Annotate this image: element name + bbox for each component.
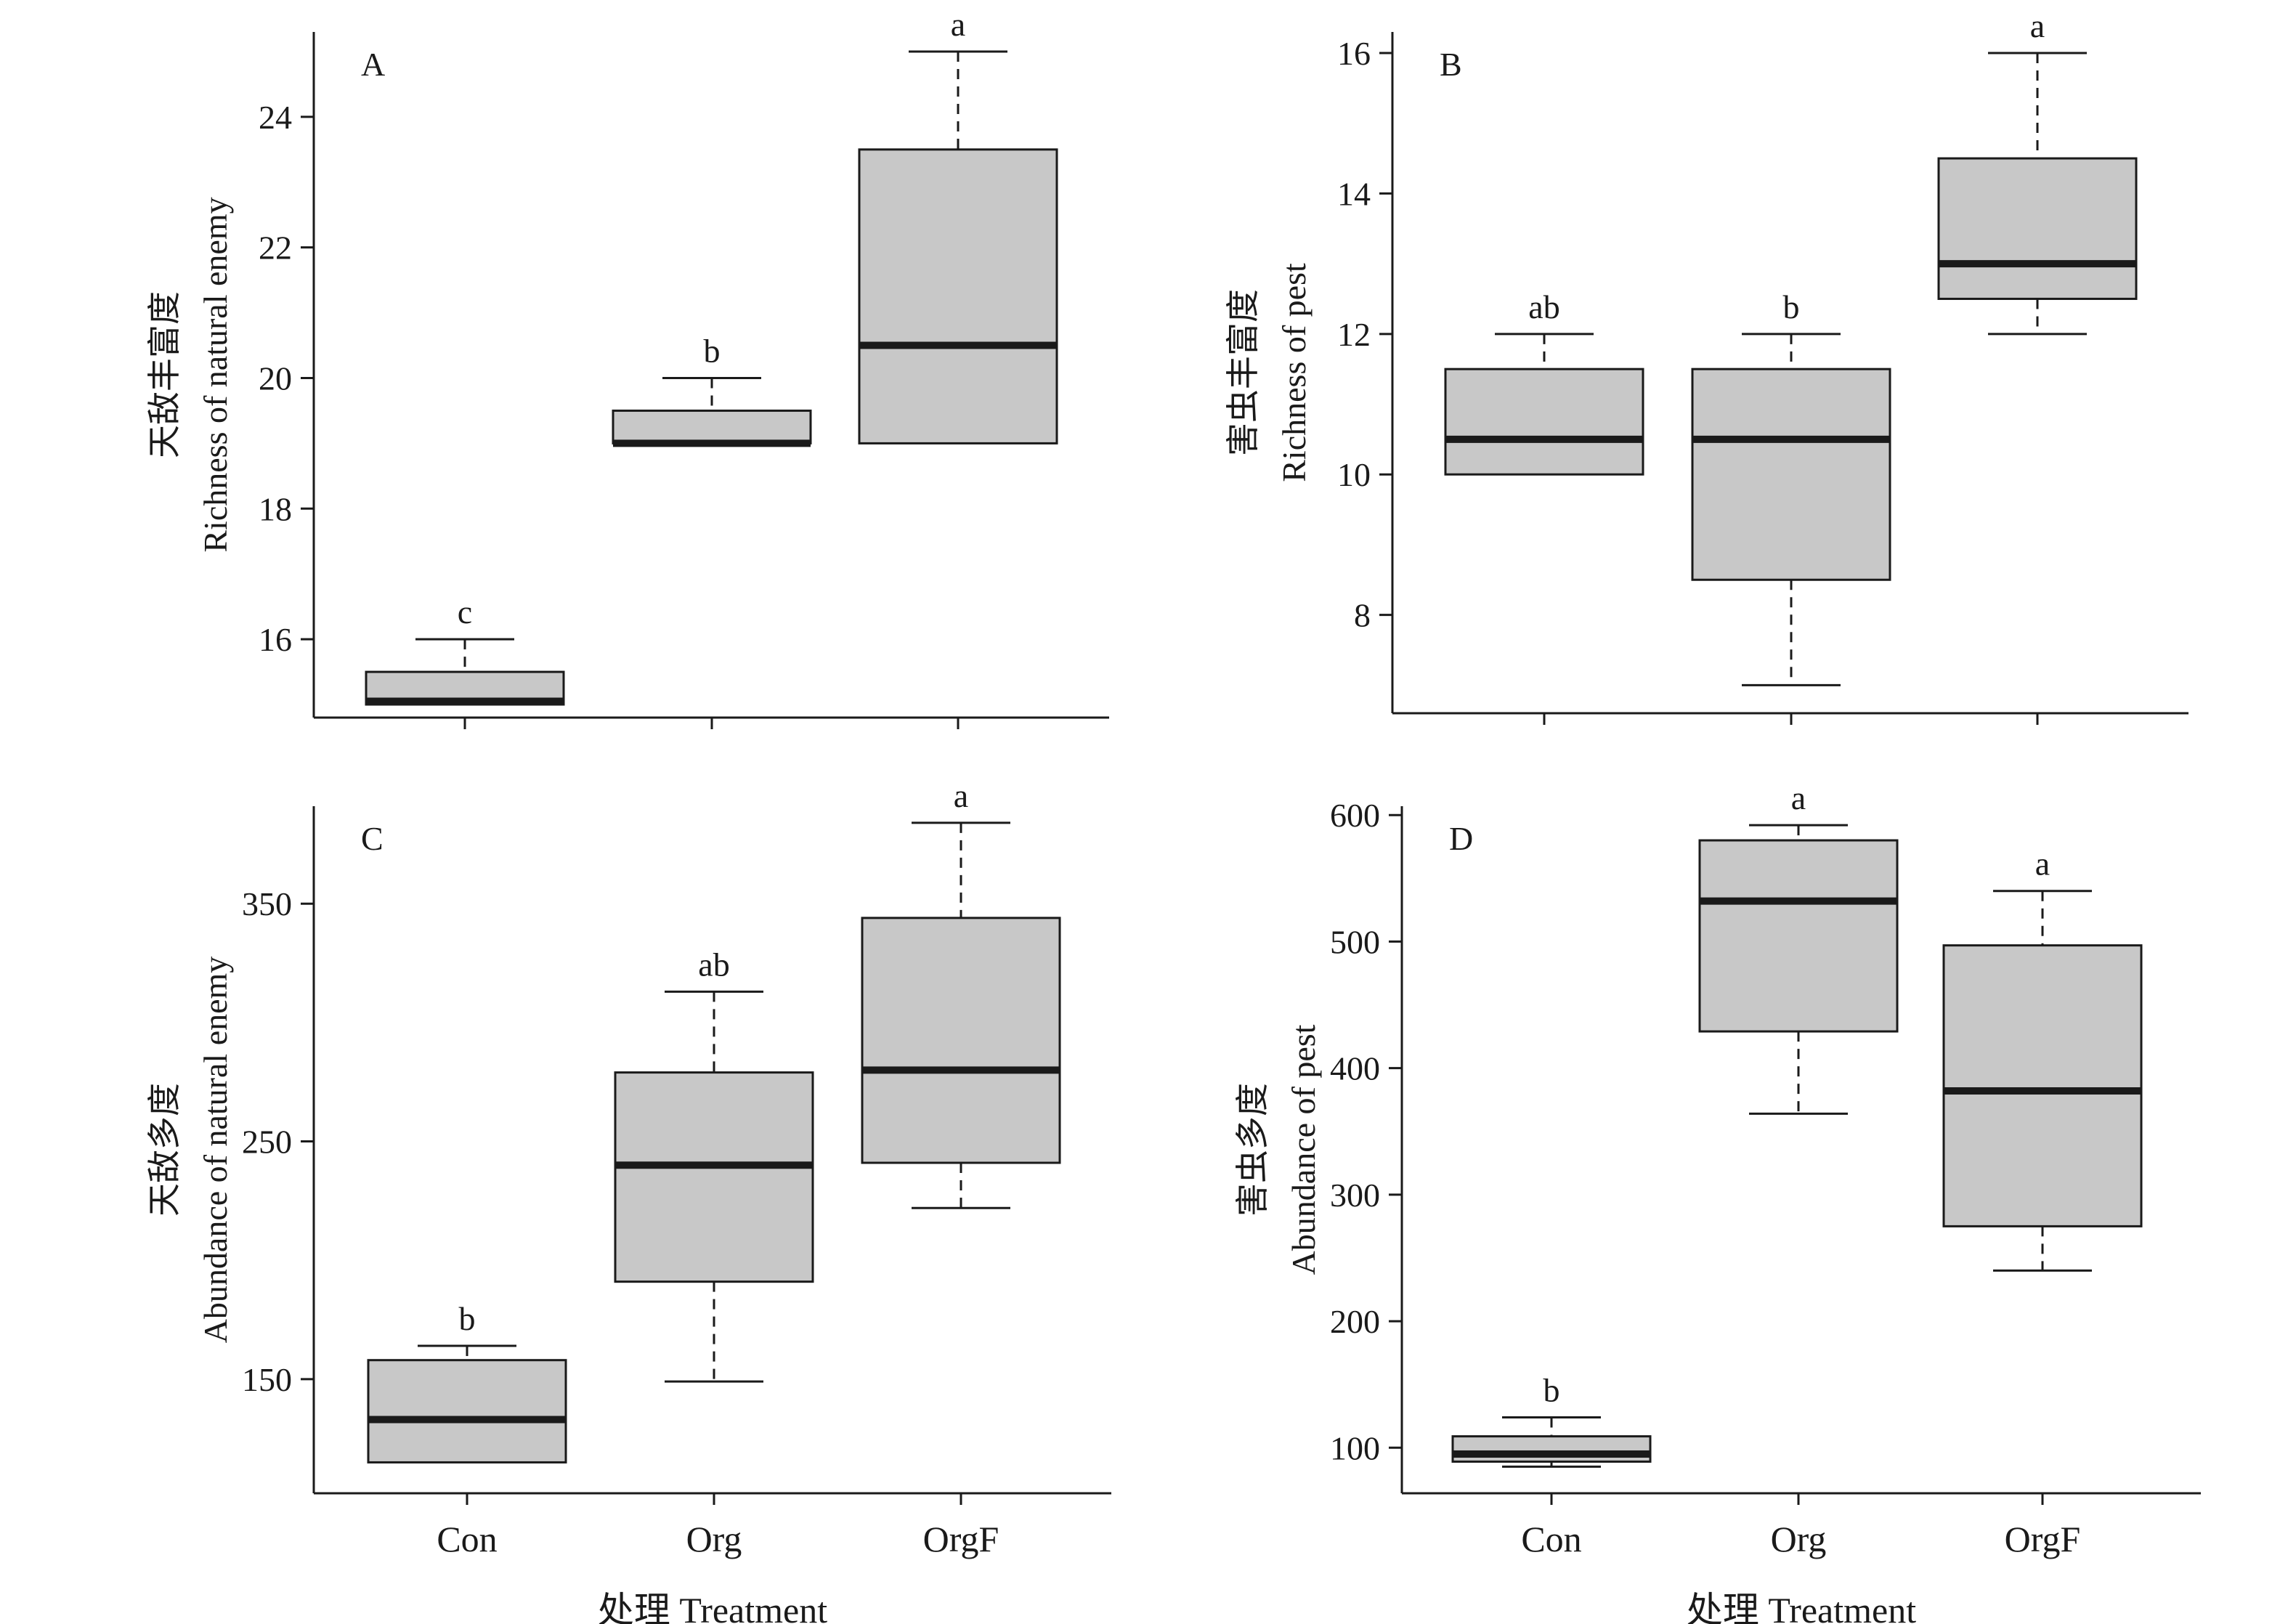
iqr-box bbox=[1691, 368, 1891, 581]
iqr-box bbox=[1942, 944, 2143, 1227]
panel-label: A bbox=[361, 46, 385, 83]
y-tick-label: 22 bbox=[259, 230, 292, 267]
y-tick-label: 350 bbox=[242, 885, 292, 922]
panel-b: B 8 10 12 14 16 害虫丰富度 Richness of pest ab b a bbox=[1225, 7, 2188, 725]
x-category-label: Org bbox=[1771, 1519, 1827, 1559]
panel-label: B bbox=[1440, 46, 1462, 83]
y-tick-label: 8 bbox=[1354, 597, 1371, 634]
iqr-box bbox=[614, 1071, 814, 1283]
significance-letter: ab bbox=[698, 946, 729, 983]
y-tick-label: 600 bbox=[1330, 797, 1380, 834]
x-category-label: OrgF bbox=[2005, 1519, 2081, 1559]
y-tick-label: 400 bbox=[1330, 1050, 1380, 1087]
y-tick-label: 24 bbox=[259, 99, 292, 136]
y-tick-label: 100 bbox=[1330, 1429, 1380, 1466]
box-con: c bbox=[365, 593, 565, 729]
y-axis-label-zh: 害虫丰富度 bbox=[1225, 289, 1262, 456]
iqr-box bbox=[367, 1359, 567, 1463]
y-axis-label-en: Abundance of pest bbox=[1285, 1024, 1322, 1275]
box-con: b Con bbox=[1451, 1371, 1652, 1559]
iqr-box bbox=[861, 917, 1061, 1164]
x-category-label: OrgF bbox=[923, 1519, 999, 1559]
box-org: b bbox=[1691, 288, 1891, 725]
y-tick-label: 20 bbox=[259, 360, 292, 397]
y-tick-label: 150 bbox=[242, 1361, 292, 1398]
y-tick-label: 12 bbox=[1337, 316, 1371, 353]
y-axis-label-zh: 害虫多度 bbox=[1234, 1083, 1271, 1217]
box-con: ab bbox=[1444, 288, 1644, 725]
y-tick-label: 10 bbox=[1337, 456, 1371, 493]
box-org: a Org bbox=[1698, 779, 1899, 1559]
significance-letter: a bbox=[954, 777, 968, 814]
y-tick-label: 250 bbox=[242, 1124, 292, 1161]
panel-a: A 16 18 20 22 24 天敌丰富度 Richness of natural enem… bbox=[146, 6, 1109, 729]
x-category-label: Org bbox=[686, 1519, 742, 1559]
y-tick-label: 300 bbox=[1330, 1177, 1380, 1214]
y-tick-label: 16 bbox=[1337, 35, 1371, 72]
box-orgf: a bbox=[1937, 7, 2138, 725]
box-orgf: a bbox=[858, 6, 1058, 729]
x-axis-label: 处理 Treatment bbox=[1687, 1590, 1916, 1624]
significance-letter: a bbox=[1791, 779, 1806, 816]
significance-letter: a bbox=[951, 6, 965, 43]
x-category-label: Con bbox=[1521, 1519, 1581, 1559]
box-orgf: a OrgF bbox=[1942, 845, 2143, 1559]
iqr-box bbox=[1451, 1435, 1652, 1463]
x-category-label: Con bbox=[437, 1519, 497, 1559]
box-org: ab Org bbox=[614, 946, 814, 1559]
significance-letter: b bbox=[459, 1300, 476, 1337]
significance-letter: c bbox=[458, 593, 472, 630]
y-axis-label-en: Abundance of natural enemy bbox=[197, 957, 234, 1344]
iqr-box bbox=[1698, 839, 1899, 1033]
iqr-box bbox=[612, 409, 812, 444]
y-tick-label: 500 bbox=[1330, 923, 1380, 960]
box-con: b Con bbox=[367, 1300, 567, 1559]
y-axis-label-en: Richness of pest bbox=[1275, 263, 1313, 482]
box-org: b bbox=[612, 332, 812, 729]
y-tick-label: 16 bbox=[259, 621, 292, 658]
y-axis-label-zh: 天敌丰富度 bbox=[146, 291, 183, 458]
x-axis-label: 处理 Treatment bbox=[598, 1590, 827, 1624]
significance-letter: a bbox=[2030, 7, 2045, 44]
box-orgf: a OrgF bbox=[861, 777, 1061, 1559]
iqr-box bbox=[858, 148, 1058, 444]
significance-letter: b bbox=[1543, 1371, 1560, 1408]
significance-letter: a bbox=[2035, 845, 2050, 882]
significance-letter: ab bbox=[1528, 288, 1559, 325]
y-tick-label: 18 bbox=[259, 490, 292, 527]
iqr-box bbox=[1444, 368, 1644, 476]
y-tick-label: 200 bbox=[1330, 1303, 1380, 1340]
significance-letter: b bbox=[704, 332, 721, 369]
panel-label: D bbox=[1449, 820, 1473, 857]
panel-d: D 100 200 300 400 500 600 害虫多度 Abundance of pest… bbox=[1234, 779, 2201, 1624]
y-axis-label-en: Richness of natural enemy bbox=[197, 197, 234, 552]
significance-letter: b bbox=[1783, 288, 1800, 325]
iqr-box bbox=[1937, 157, 2138, 300]
panel-label: C bbox=[361, 820, 384, 857]
y-axis-label-zh: 天敌多度 bbox=[146, 1083, 183, 1217]
y-tick-label: 14 bbox=[1337, 175, 1371, 212]
panel-c: C 150 250 350 天敌多度 Abundance of natural enemy… bbox=[146, 777, 1111, 1624]
